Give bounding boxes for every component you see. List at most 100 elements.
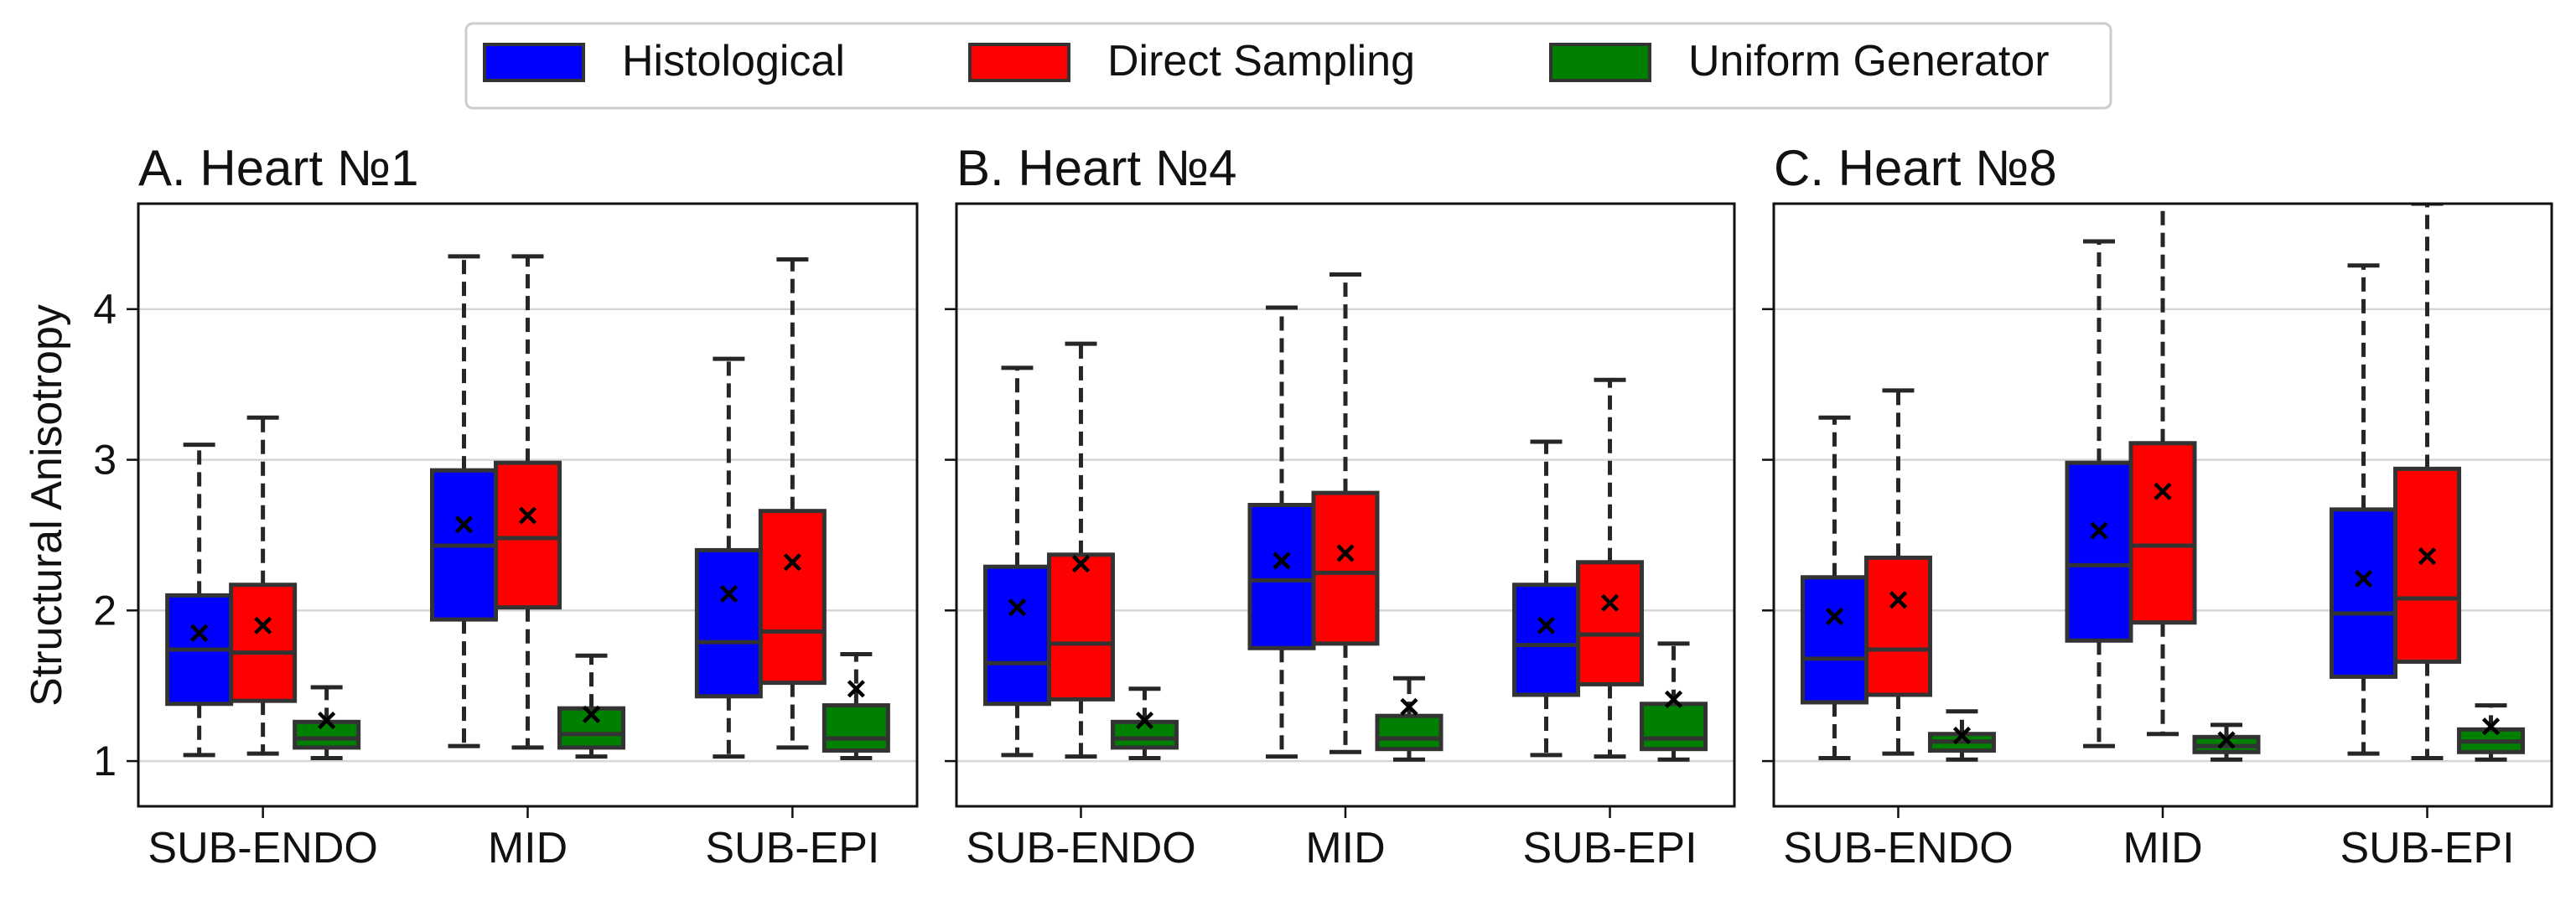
box-histological-sub-endo xyxy=(982,365,1051,758)
box-histological-sub-endo xyxy=(1800,415,1869,760)
mean-marker xyxy=(1825,607,1844,626)
box-uniform-generator-sub-endo xyxy=(1110,686,1179,760)
box-body xyxy=(694,547,763,699)
panel-title: B. Heart №4 xyxy=(956,140,1236,196)
legend-label-direct-sampling: Direct Sampling xyxy=(1107,37,1415,85)
legend-swatch-direct-sampling xyxy=(968,43,1070,82)
box-direct-sampling-sub-epi xyxy=(1576,377,1645,759)
legend-frame xyxy=(464,22,2112,110)
x-tick-label-sub-epi: SUB-EPI xyxy=(1522,824,1697,873)
box-body xyxy=(758,509,827,686)
y-tick-label-3: 3 xyxy=(93,437,117,484)
box-direct-sampling-mid xyxy=(494,254,562,750)
panel-heart-1: 1 2 3 4 A. Heart №1 SUB-ENDO MID SUB-EPI xyxy=(93,140,919,873)
legend-swatch-uniform-generator xyxy=(1549,43,1651,82)
box-body xyxy=(1375,713,1443,752)
x-tick-label-sub-endo: SUB-ENDO xyxy=(1783,824,2013,873)
x-tick-label-sub-endo: SUB-ENDO xyxy=(966,824,1195,873)
plot-area xyxy=(165,254,890,760)
mean-marker xyxy=(454,515,474,534)
mean-marker xyxy=(2418,547,2437,566)
x-tick-label-sub-epi: SUB-EPI xyxy=(2340,824,2514,873)
legend-label-uniform-generator: Uniform Generator xyxy=(1688,37,2050,85)
box-body xyxy=(1640,702,1708,752)
box-uniform-generator-mid xyxy=(557,653,625,759)
mean-marker xyxy=(719,584,738,603)
box-uniform-generator-sub-epi xyxy=(822,651,890,760)
mean-marker xyxy=(582,705,601,723)
box-direct-sampling-sub-epi xyxy=(2393,204,2462,760)
box-body xyxy=(1512,583,1581,697)
box-body xyxy=(1046,552,1115,702)
x-tick-label-mid: MID xyxy=(1305,824,1385,873)
box-uniform-generator-sub-epi xyxy=(2457,703,2526,762)
mean-marker xyxy=(254,616,272,634)
box-direct-sampling-sub-endo xyxy=(229,415,298,756)
mean-marker xyxy=(847,680,865,698)
panel-heart-8: C. Heart №8 SUB-ENDO MID SUB-EPI xyxy=(1762,140,2553,873)
mean-marker xyxy=(2154,482,2172,500)
mean-marker xyxy=(518,506,537,525)
box-histological-sub-epi xyxy=(694,356,763,759)
panel-title: A. Heart №1 xyxy=(138,140,418,196)
mean-marker xyxy=(1008,598,1027,617)
box-uniform-generator-sub-epi xyxy=(1640,641,1708,762)
box-body xyxy=(2330,507,2398,679)
box-body xyxy=(1247,503,1316,650)
x-tick-label-sub-epi: SUB-EPI xyxy=(705,824,879,873)
mean-marker xyxy=(1135,711,1154,730)
box-histological-mid xyxy=(2065,239,2133,748)
y-tick-label-2: 2 xyxy=(93,587,117,634)
panel-heart-4: B. Heart №4 SUB-ENDO MID SUB-EPI xyxy=(945,140,1736,873)
box-body xyxy=(2393,466,2462,664)
box-direct-sampling-sub-endo xyxy=(1046,341,1115,759)
mean-marker xyxy=(318,711,336,730)
mean-marker xyxy=(1600,593,1620,612)
box-body xyxy=(1311,490,1380,646)
mean-marker xyxy=(783,553,801,572)
box-uniform-generator-sub-endo xyxy=(1927,709,1996,762)
mean-marker xyxy=(1336,544,1355,562)
box-uniform-generator-sub-endo xyxy=(293,685,361,760)
box-histological-mid xyxy=(1247,305,1316,759)
mean-marker xyxy=(1537,616,1556,634)
y-tick-label-4: 4 xyxy=(93,286,117,333)
y-tick-label-1: 1 xyxy=(93,738,117,784)
box-body xyxy=(1863,555,1932,697)
box-body xyxy=(1576,560,1645,686)
box-body xyxy=(1110,719,1179,750)
mean-marker xyxy=(1400,697,1418,716)
legend-swatch-histological xyxy=(483,43,585,82)
mean-marker xyxy=(2481,717,2501,736)
mean-marker xyxy=(1664,690,1683,708)
box-histological-sub-epi xyxy=(2330,263,2398,756)
mean-marker xyxy=(1889,591,1908,609)
y-axis-label: Structural Anisotropy xyxy=(23,304,71,707)
box-uniform-generator-mid xyxy=(1375,676,1443,762)
mean-marker xyxy=(1071,555,1091,573)
box-histological-sub-epi xyxy=(1512,439,1581,758)
box-direct-sampling-mid xyxy=(1311,272,1380,754)
mean-marker xyxy=(190,624,209,642)
box-uniform-generator-mid xyxy=(2192,722,2261,762)
box-body xyxy=(2065,460,2133,643)
box-body xyxy=(494,460,562,610)
box-body xyxy=(293,719,361,750)
box-body xyxy=(1800,575,1869,705)
box-direct-sampling-sub-epi xyxy=(758,257,827,750)
box-direct-sampling-mid xyxy=(2128,204,2197,737)
x-tick-label-mid: MID xyxy=(488,824,568,873)
x-tick-label-mid: MID xyxy=(2122,824,2202,873)
box-histological-mid xyxy=(430,254,498,748)
panel-title: C. Heart №8 xyxy=(1774,140,2057,196)
legend-label-histological: Histological xyxy=(622,37,845,85)
legend: Histological Direct Sampling Uniform Gen… xyxy=(464,22,2112,110)
mean-marker xyxy=(2217,731,2236,749)
box-body xyxy=(982,564,1051,707)
mean-marker xyxy=(2090,521,2108,540)
mean-marker xyxy=(2354,569,2373,588)
box-body xyxy=(229,583,298,703)
plot-area xyxy=(982,272,1708,762)
mean-marker xyxy=(1272,551,1291,570)
